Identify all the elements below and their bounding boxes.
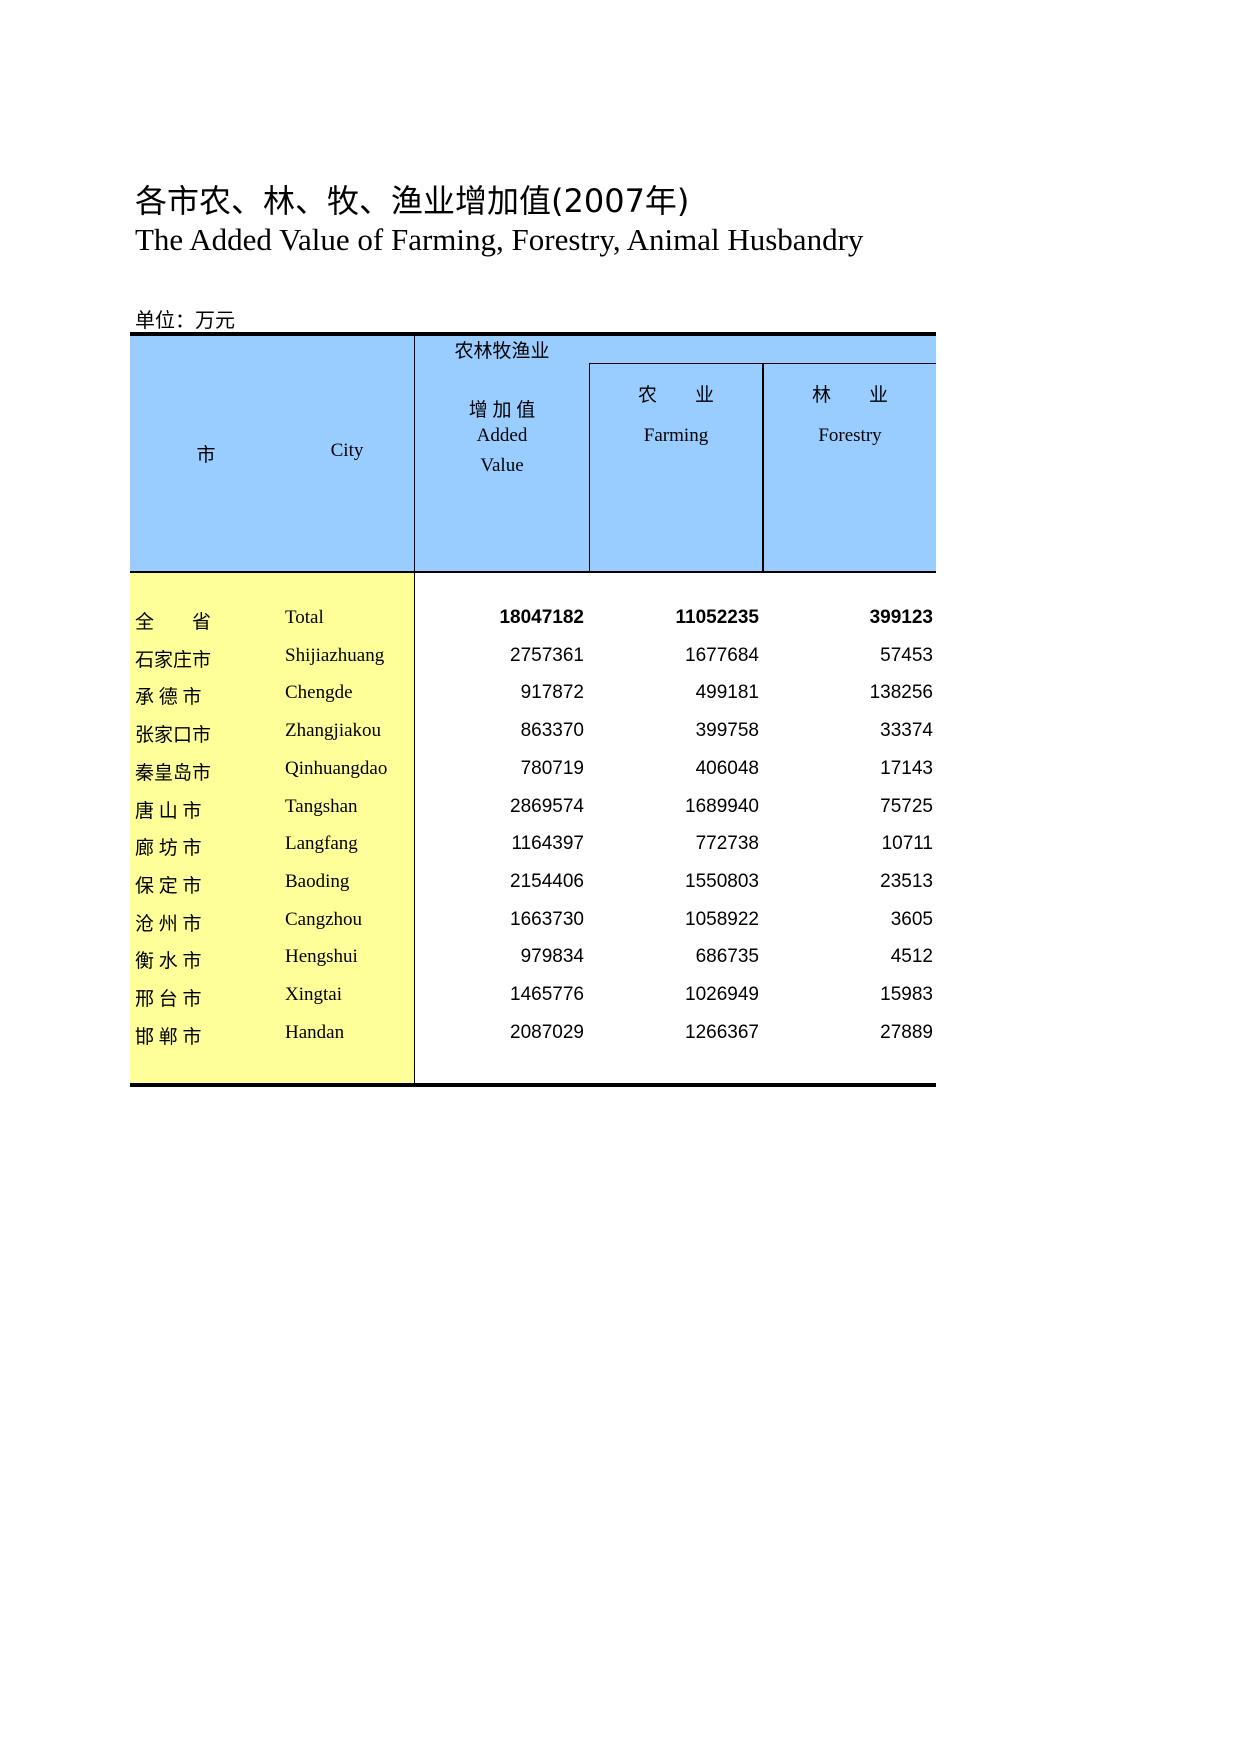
added-value: 1465776 [510, 984, 584, 1005]
farming-value: 1058922 [685, 908, 759, 930]
city-name-en: Xingtai [285, 984, 342, 1005]
farming-value: 1266367 [685, 1021, 759, 1043]
city-name-en: Shijiazhuang [285, 644, 385, 666]
top-border [130, 332, 936, 336]
header-group: 农林牧渔业 [454, 341, 550, 362]
header-city-en: City [330, 440, 364, 461]
city-name-en: Cangzhou [285, 908, 363, 930]
city-name-cn: 石家庄市 [135, 649, 212, 671]
forestry-value: 33374 [880, 720, 933, 742]
added-value: 1164397 [511, 833, 584, 855]
city-name-en: Qinhuangdao [285, 757, 388, 779]
city-name-cn: 承 德 市 [135, 687, 202, 709]
subheader-divider [589, 363, 936, 364]
forestry-value: 27889 [880, 1021, 933, 1043]
forestry-value: 138256 [869, 682, 933, 704]
added-value: 979834 [520, 946, 584, 968]
city-name-en: Hengshui [285, 946, 358, 968]
city-name-cn: 邢 台 市 [135, 989, 202, 1010]
added-value: 917872 [520, 682, 584, 704]
header-forestry-cn: 林 业 [811, 385, 889, 406]
header-added-en-2: Value [480, 455, 524, 476]
forestry-value: 10711 [881, 833, 933, 855]
forestry-value: 17143 [880, 757, 933, 779]
city-name-cn: 秦皇岛市 [135, 762, 212, 784]
forestry-value: 3605 [890, 908, 933, 930]
added-value: 2757361 [510, 644, 584, 666]
city-name-cn: 唐 山 市 [135, 800, 202, 822]
header-background [130, 334, 936, 572]
forestry-value: 4512 [890, 946, 933, 968]
city-name-cn: 廊 坊 市 [135, 838, 202, 860]
added-value: 2869574 [510, 795, 584, 817]
farming-value: 499181 [695, 682, 759, 704]
added-value: 2154406 [510, 870, 584, 892]
forestry-value: 15983 [880, 984, 933, 1005]
added-value: 1663730 [510, 908, 584, 930]
added-value: 780719 [520, 757, 584, 779]
city-name-en: Handan [285, 1021, 345, 1043]
city-name-en: Chengde [285, 682, 353, 704]
city-column-background [130, 572, 415, 1085]
city-name-en: Zhangjiakou [285, 720, 382, 742]
forestry-value: 75725 [880, 795, 933, 817]
added-value: 18047182 [499, 607, 584, 628]
title-english: The Added Value of Farming, Forestry, An… [135, 222, 864, 257]
city-name-cn: 衡 水 市 [135, 951, 202, 973]
city-name-en: Baoding [285, 870, 350, 892]
city-name-en: Total [285, 607, 324, 628]
farming-value: 1689940 [685, 795, 759, 817]
header-city-cn: 市 [196, 445, 216, 466]
city-name-en: Tangshan [285, 795, 358, 817]
column-divider [414, 334, 415, 1084]
added-value: 863370 [520, 720, 584, 742]
header-forestry-en: Forestry [818, 425, 882, 446]
city-name-cn: 全 省 [135, 612, 212, 633]
city-name-cn: 邯 郸 市 [135, 1026, 202, 1048]
farming-value: 686735 [695, 946, 759, 968]
header-farming-en: Farming [643, 425, 709, 446]
header-added-cn: 增 加 值 [468, 400, 536, 421]
column-divider [589, 363, 590, 572]
farming-value: 1550803 [685, 870, 759, 892]
farming-value: 772738 [695, 833, 759, 855]
farming-value: 406048 [695, 757, 759, 779]
farming-value: 1677684 [685, 644, 759, 666]
farming-value: 11052235 [675, 607, 760, 628]
header-bottom-border [130, 571, 936, 573]
city-name-cn: 张家口市 [135, 725, 212, 747]
header-added-en-1: Added [476, 425, 528, 446]
unit-label: 单位：万元 [135, 310, 235, 332]
forestry-value: 23513 [880, 870, 933, 892]
farming-value: 399758 [695, 720, 759, 742]
forestry-value: 57453 [880, 644, 933, 666]
title-chinese: 各市农、林、牧、渔业增加值(2007年) [135, 182, 690, 220]
header-farming-cn: 农 业 [637, 385, 715, 406]
forestry-value: 399123 [869, 607, 933, 628]
bottom-border [130, 1083, 936, 1087]
added-value: 2087029 [510, 1021, 584, 1043]
city-name-en: Langfang [285, 833, 358, 855]
city-name-cn: 保 定 市 [135, 875, 202, 897]
city-name-cn: 沧 州 市 [135, 913, 202, 935]
farming-value: 1026949 [685, 984, 759, 1005]
column-divider [762, 363, 764, 572]
